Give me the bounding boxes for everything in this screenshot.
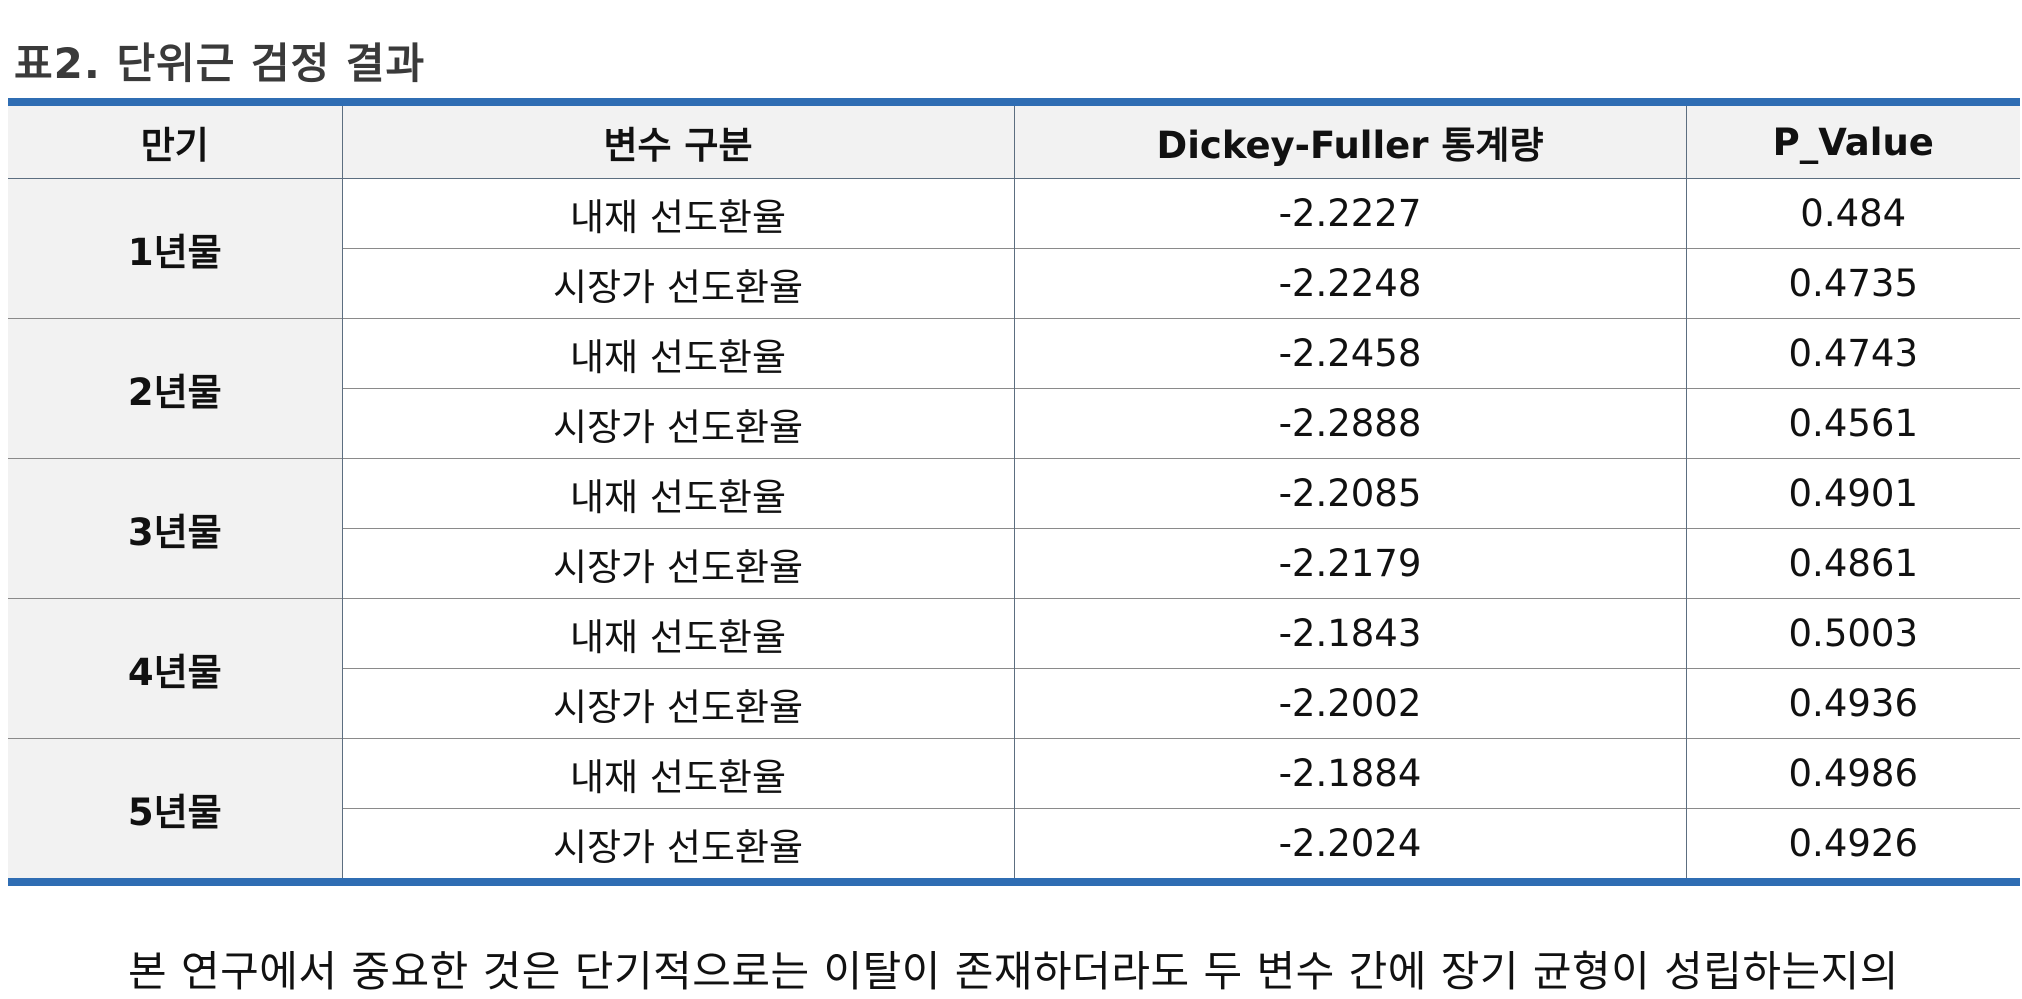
table-row: 4년물 내재 선도환율 -2.1843 0.5003 xyxy=(8,598,2020,739)
p-value-cell: 0.4986 xyxy=(1685,738,2020,809)
maturity-cell: 3년물 xyxy=(8,458,342,599)
variable-cell: 내재 선도환율 xyxy=(341,318,1014,389)
df-stat-cell: -2.2085 xyxy=(1013,458,1686,529)
variable-cell: 내재 선도환율 xyxy=(341,598,1014,669)
p-value-cell: 0.5003 xyxy=(1685,598,2020,669)
p-value-cell: 0.4901 xyxy=(1685,458,2020,529)
table-row: 2년물 내재 선도환율 -2.2458 0.4743 xyxy=(8,318,2020,459)
header-row: 만기 변수 구분 Dickey-Fuller 통계량 P_Value xyxy=(8,102,2020,179)
table-row: 1년물 내재 선도환율 -2.2227 0.484 xyxy=(8,178,2020,319)
variable-cell: 내재 선도환율 xyxy=(341,738,1014,809)
df-stat-cell: -2.1884 xyxy=(1013,738,1686,809)
variable-cell: 시장가 선도환율 xyxy=(341,528,1014,599)
table-row: 시장가 선도환율 -2.2002 0.4936 xyxy=(8,668,2020,739)
variable-cell: 시장가 선도환율 xyxy=(341,388,1014,459)
table-row: 시장가 선도환율 -2.2888 0.4561 xyxy=(8,388,2020,459)
df-stat-cell: -2.1843 xyxy=(1013,598,1686,669)
p-value-cell: 0.484 xyxy=(1685,178,2020,249)
df-stat-cell: -2.2024 xyxy=(1013,808,1686,882)
maturity-cell: 1년물 xyxy=(8,178,342,319)
header-p-value: P_Value xyxy=(1685,102,2020,179)
table-row: 시장가 선도환율 -2.2248 0.4735 xyxy=(8,248,2020,319)
maturity-cell: 2년물 xyxy=(8,318,342,459)
table-row: 5년물 내재 선도환율 -2.1884 0.4986 xyxy=(8,738,2020,882)
p-value-cell: 0.4735 xyxy=(1685,248,2020,319)
df-stat-cell: -2.2179 xyxy=(1013,528,1686,599)
variable-cell: 시장가 선도환율 xyxy=(341,668,1014,739)
variable-cell: 시장가 선도환율 xyxy=(341,808,1014,882)
variable-cell: 내재 선도환율 xyxy=(341,178,1014,249)
df-stat-cell: -2.2458 xyxy=(1013,318,1686,389)
body-paragraph: 본 연구에서 중요한 것은 단기적으로는 이탈이 존재하더라도 두 변수 간에 … xyxy=(128,947,1899,996)
p-value-cell: 0.4561 xyxy=(1685,388,2020,459)
df-stat-cell: -2.2888 xyxy=(1013,388,1686,459)
table-row: 시장가 선도환율 -2.2024 0.4926 xyxy=(8,808,2020,882)
df-stat-cell: -2.2002 xyxy=(1013,668,1686,739)
unit-root-test-table: 만기 변수 구분 Dickey-Fuller 통계량 P_Value 1년물 내… xyxy=(8,98,2020,886)
p-value-cell: 0.4926 xyxy=(1685,808,2020,882)
table-row: 시장가 선도환율 -2.2179 0.4861 xyxy=(8,528,2020,599)
df-stat-cell: -2.2248 xyxy=(1013,248,1686,319)
maturity-cell: 4년물 xyxy=(8,598,342,739)
df-stat-cell: -2.2227 xyxy=(1013,178,1686,249)
variable-cell: 시장가 선도환율 xyxy=(341,248,1014,319)
header-df-stat: Dickey-Fuller 통계량 xyxy=(1013,102,1686,179)
header-maturity: 만기 xyxy=(8,102,342,179)
p-value-cell: 0.4936 xyxy=(1685,668,2020,739)
p-value-cell: 0.4861 xyxy=(1685,528,2020,599)
p-value-cell: 0.4743 xyxy=(1685,318,2020,389)
table-caption: 표2. 단위근 검정 결과 xyxy=(14,39,426,88)
variable-cell: 내재 선도환율 xyxy=(341,458,1014,529)
table-row: 3년물 내재 선도환율 -2.2085 0.4901 xyxy=(8,458,2020,599)
header-variable: 변수 구분 xyxy=(341,102,1014,179)
maturity-cell: 5년물 xyxy=(8,738,342,882)
